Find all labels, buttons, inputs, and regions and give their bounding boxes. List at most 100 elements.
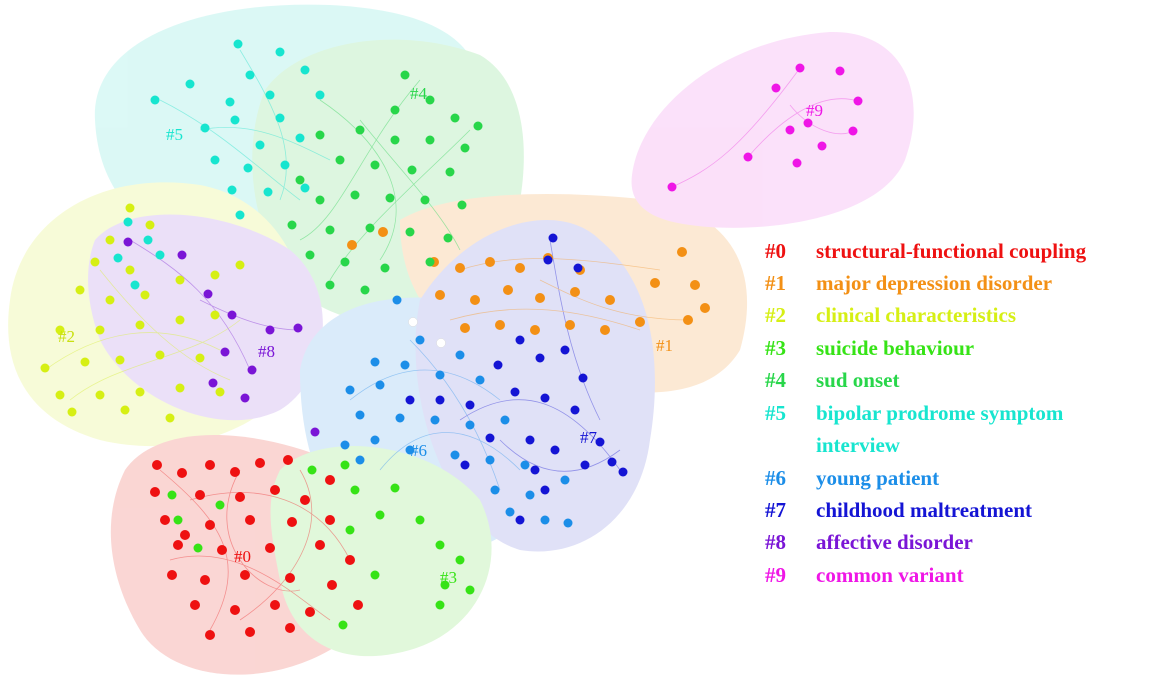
node: [548, 233, 558, 243]
legend-id: #2: [765, 303, 786, 327]
node: [285, 623, 295, 633]
nodes-cluster-6: [340, 295, 573, 528]
node: [450, 450, 460, 460]
nodes-cluster-1: [347, 227, 710, 335]
node: [430, 415, 440, 425]
node: [160, 515, 170, 525]
node: [400, 70, 410, 80]
node: [435, 540, 445, 550]
cluster-label-7: #7: [580, 428, 598, 447]
node: [355, 455, 365, 465]
node: [125, 203, 135, 213]
node: [473, 121, 483, 131]
node: [55, 325, 65, 335]
node: [425, 135, 435, 145]
node: [848, 126, 858, 136]
node: [152, 460, 162, 470]
node: [210, 270, 220, 280]
links-2: [44, 269, 241, 401]
node: [215, 500, 225, 510]
node: [573, 263, 583, 273]
node: [120, 405, 130, 415]
node: [300, 65, 310, 75]
node: [143, 235, 153, 245]
node: [792, 158, 802, 168]
node: [67, 407, 77, 417]
node: [345, 385, 355, 395]
links-5: [159, 49, 331, 201]
legend-label: major depression disorder: [816, 271, 1052, 295]
links-8: [129, 239, 301, 371]
node: [803, 118, 813, 128]
node: [175, 275, 185, 285]
nodes-cluster-4: [287, 70, 483, 295]
node: [350, 190, 360, 200]
node: [227, 185, 237, 195]
hull-9: [631, 31, 914, 228]
node: [435, 600, 445, 610]
node: [435, 290, 445, 300]
node: [225, 97, 235, 107]
node: [325, 280, 335, 290]
node: [123, 217, 133, 227]
node: [200, 123, 210, 133]
legend-label: young patient: [816, 466, 939, 490]
node: [390, 105, 400, 115]
node: [795, 63, 805, 73]
node: [455, 350, 465, 360]
legend-label: affective disorder: [816, 530, 973, 554]
node: [295, 133, 305, 143]
node: [360, 285, 370, 295]
node: [345, 525, 355, 535]
legend-item-6: #6 young patient: [765, 466, 939, 490]
node: [315, 90, 325, 100]
legend-id: #3: [765, 336, 786, 360]
node: [175, 315, 185, 325]
node: [455, 263, 465, 273]
node: [177, 250, 187, 260]
node: [200, 575, 210, 585]
node: [293, 323, 303, 333]
legend-id: #7: [765, 498, 786, 522]
cluster-label-2: #2: [58, 327, 75, 346]
node: [365, 223, 375, 233]
node: [355, 410, 365, 420]
node: [475, 375, 485, 385]
node: [150, 95, 160, 105]
node: [618, 467, 628, 477]
node: [315, 130, 325, 140]
nodes-cluster-0: [150, 455, 363, 640]
node: [560, 475, 570, 485]
node: [173, 515, 183, 525]
node: [325, 475, 335, 485]
node: [370, 570, 380, 580]
node: [113, 253, 123, 263]
node: [600, 325, 610, 335]
node: [235, 210, 245, 220]
node: [490, 485, 500, 495]
node: [455, 555, 465, 565]
node: [543, 255, 553, 265]
node: [350, 485, 360, 495]
node: [90, 257, 100, 267]
node: [435, 370, 445, 380]
node: [195, 490, 205, 500]
node: [505, 507, 515, 517]
node: [650, 278, 660, 288]
node: [470, 295, 480, 305]
node: [607, 457, 617, 467]
legend-id: #4: [765, 368, 787, 392]
node: [325, 515, 335, 525]
node: [540, 485, 550, 495]
node: [285, 573, 295, 583]
node: [327, 580, 337, 590]
network-links: [44, 49, 859, 631]
legend-item-4: #4 sud onset: [765, 368, 899, 392]
node: [465, 585, 475, 595]
node: [683, 315, 693, 325]
legend-item-0: #0 structural-functional coupling: [765, 239, 1087, 263]
node: [125, 265, 135, 275]
node: [115, 355, 125, 365]
node: [375, 380, 385, 390]
node: [215, 387, 225, 397]
